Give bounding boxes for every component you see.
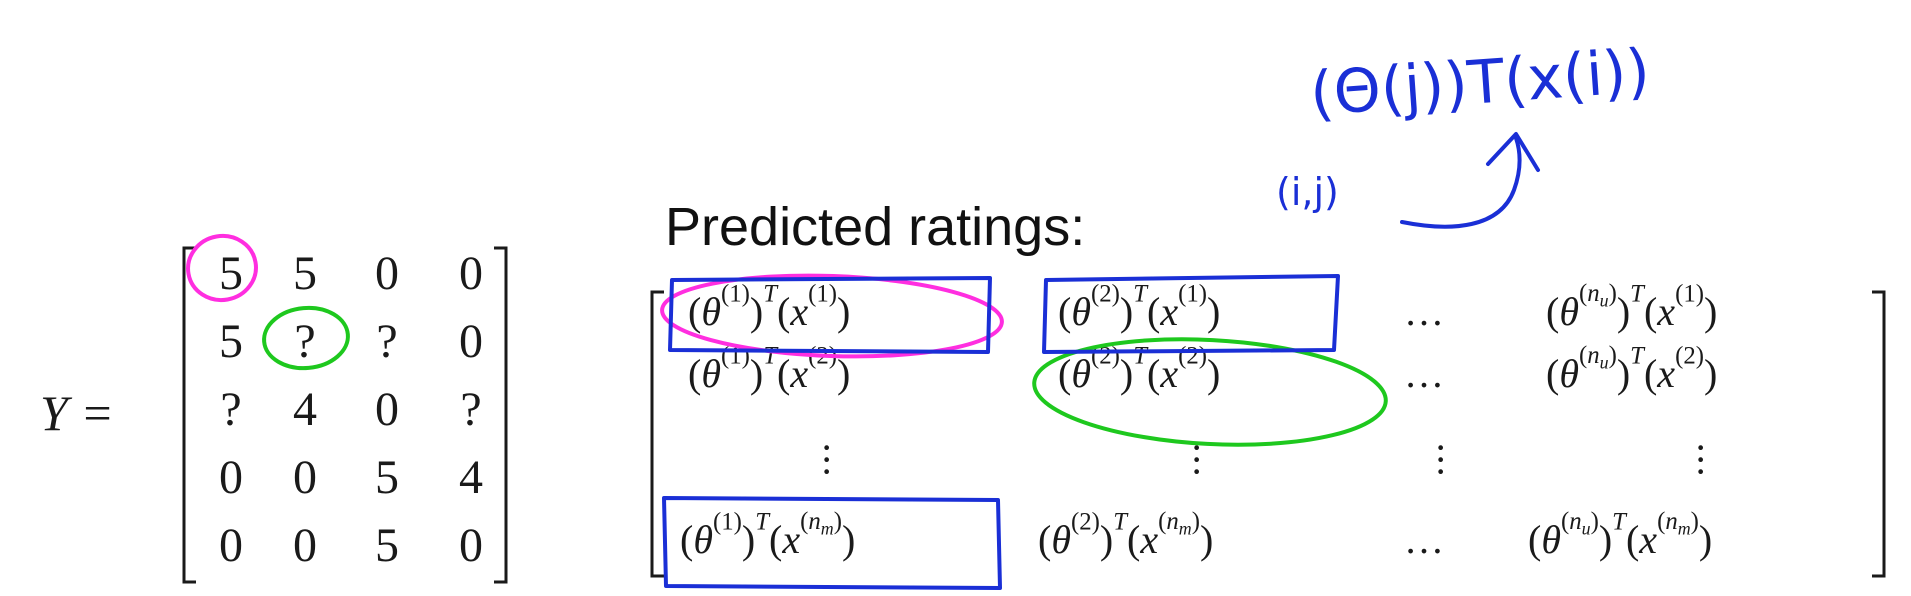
- pred-dots-row-m: …: [1404, 517, 1444, 562]
- y-cell-3-4: ?: [460, 383, 482, 436]
- pred-vdots-col-1: · · ·: [820, 425, 834, 494]
- y-cell-4-4: 4: [459, 451, 483, 504]
- y-cell-1-1: 5: [219, 247, 243, 300]
- y-cell-4-1: 0: [219, 451, 243, 504]
- pred-dots-row-2: …: [1404, 351, 1444, 396]
- pred-right-bracket: [1872, 290, 1886, 578]
- pred-cell-1-2: (θ(2))T(x(1)): [1058, 280, 1221, 334]
- y-cell-2-3: ?: [376, 315, 398, 368]
- pred-cell-2-1: (θ(1))T(x(2)): [688, 342, 851, 396]
- y-cell-1-2: 5: [293, 247, 317, 300]
- pred-left-bracket: [650, 290, 664, 578]
- handwritten-index: (i,j): [1276, 170, 1339, 214]
- handwritten-formula: (Θ(j))T(x(i)): [1307, 36, 1653, 130]
- y-cell-2-4: 0: [459, 315, 483, 368]
- y-cell-2-2: ?: [294, 315, 316, 368]
- pred-cell-1-1: (θ(1))T(x(1)): [688, 280, 851, 334]
- y-cell-4-3: 5: [375, 451, 399, 504]
- y-cell-5-4: 0: [459, 519, 483, 572]
- y-cell-1-4: 0: [459, 247, 483, 300]
- blue-arrow-head: [1486, 132, 1540, 172]
- y-cell-5-2: 0: [293, 519, 317, 572]
- pred-vdots-col-4: · · ·: [1694, 425, 1708, 494]
- y-cell-3-2: 4: [293, 383, 317, 436]
- pred-cell-m-n: (θ(nu))T(x(nm)): [1528, 508, 1713, 562]
- blue-arrow-curve: [1400, 136, 1522, 229]
- predicted-ratings-title: Predicted ratings:: [665, 197, 1086, 257]
- y-matrix-label: Y =: [40, 385, 115, 441]
- y-cell-3-1: ?: [220, 383, 242, 436]
- pred-cell-2-2: (θ(2))T(x(2)): [1058, 342, 1221, 396]
- pred-cell-m-1: (θ(1))T(x(nm)): [680, 508, 856, 562]
- pred-vdots-col-2: · · ·: [1190, 425, 1204, 494]
- y-left-bracket: [182, 246, 196, 584]
- y-cell-1-3: 0: [375, 247, 399, 300]
- y-cell-3-3: 0: [375, 383, 399, 436]
- pred-vdots-col-3: · · ·: [1434, 425, 1448, 494]
- pred-cell-1-n: (θ(nu))T(x(1)): [1546, 280, 1718, 334]
- y-cell-5-3: 5: [375, 519, 399, 572]
- pred-cell-2-n: (θ(nu))T(x(2)): [1546, 342, 1718, 396]
- pred-dots-row-1: …: [1404, 289, 1444, 334]
- pred-cell-m-2: (θ(2))T(x(nm)): [1038, 508, 1214, 562]
- y-cell-5-1: 0: [219, 519, 243, 572]
- y-cell-4-2: 0: [293, 451, 317, 504]
- y-cell-2-1: 5: [219, 315, 243, 368]
